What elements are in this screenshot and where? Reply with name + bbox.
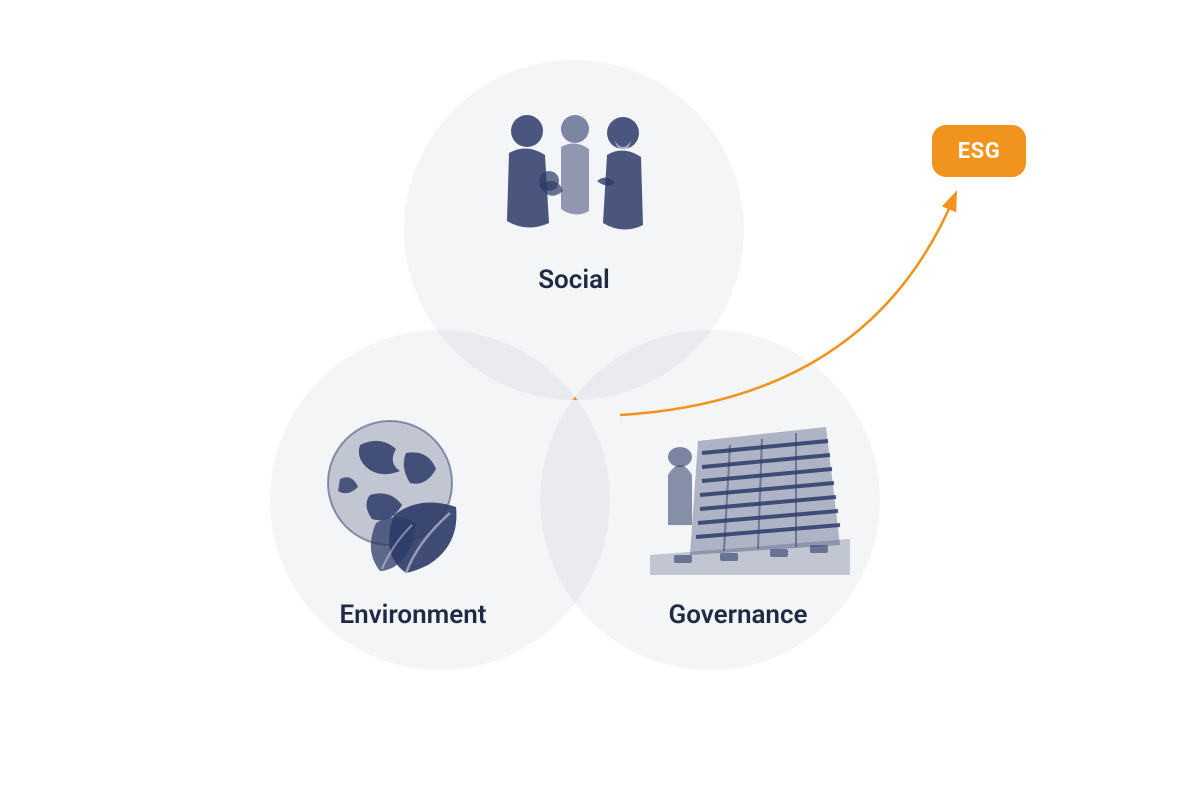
- esg-venn-diagram: Social Environment Governance ESG: [0, 0, 1200, 800]
- earth-leaf-icon: [310, 405, 490, 575]
- esg-badge: ESG: [932, 125, 1026, 177]
- label-social: Social: [454, 265, 694, 295]
- label-governance: Governance: [618, 600, 858, 630]
- people-family-icon: [479, 103, 669, 253]
- label-environment: Environment: [293, 600, 533, 630]
- building-city-icon: [650, 405, 850, 575]
